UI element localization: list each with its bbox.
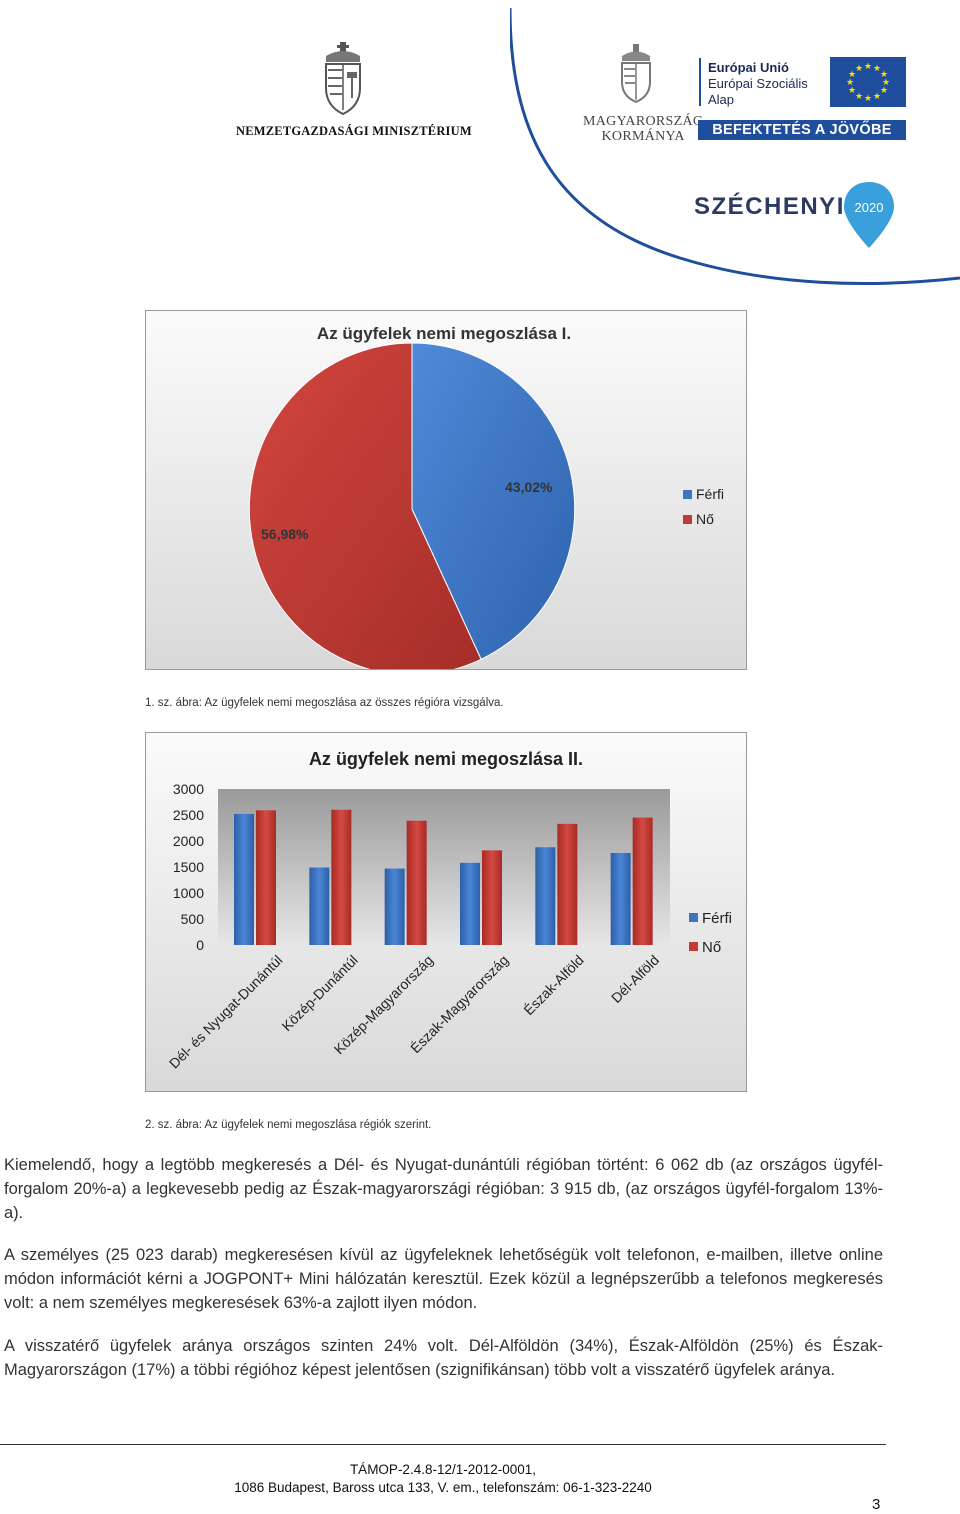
bar-chart-title: Az ügyfelek nemi megoszlása II. (309, 749, 583, 769)
bar-ferfi-1 (309, 867, 330, 945)
pie-chart-panel: Az ügyfelek nemi megoszlása I. 43,02% 56… (145, 310, 747, 676)
legend-swatch-no (689, 942, 698, 951)
svg-text:★: ★ (882, 78, 890, 88)
x-category-label: Dél- és Nyugat-Dunántúl (166, 952, 286, 1072)
legend-label-no: Nő (702, 939, 721, 956)
pie-slice-ferfi (411, 342, 576, 660)
footer-divider (0, 1444, 886, 1445)
svg-text:★: ★ (855, 64, 863, 74)
y-tick-label: 2500 (173, 807, 204, 823)
bar-ferfi-3 (460, 862, 480, 945)
svg-text:★: ★ (848, 86, 856, 96)
paragraph-3: A visszatérő ügyfelek aránya országos sz… (4, 1337, 883, 1379)
ministry-name: NEMZETGAZDASÁGI MINISZTÉRIUM (236, 124, 472, 138)
figure-2-caption: 2. sz. ábra: Az ügyfelek nemi megoszlása… (145, 1119, 432, 1131)
eu-divider (699, 58, 701, 106)
x-category-label: Közép-Dunántúl (278, 952, 360, 1034)
bar-no-4 (557, 823, 578, 945)
y-tick-label: 1000 (173, 885, 204, 901)
government-coat-of-arms-icon (621, 44, 651, 104)
pie-data-label-ferfi: 43,02% (505, 479, 553, 495)
eu-line-3: Alap (708, 92, 735, 107)
y-tick-label: 1500 (173, 859, 204, 875)
szechenyi-logo-text: SZÉCHENYI (694, 193, 845, 220)
legend-swatch-no (683, 515, 692, 524)
government-line-1: Magyarország (583, 114, 704, 129)
legend-label-no: Nő (696, 511, 714, 527)
svg-text:★: ★ (880, 86, 888, 96)
legend-swatch-ferfi (689, 913, 698, 922)
pie-chart-title: Az ügyfelek nemi megoszlása I. (317, 324, 571, 343)
bar-no-0 (256, 810, 276, 945)
hungarian-coat-of-arms-icon (325, 42, 361, 116)
bar-chart: Az ügyfelek nemi megoszlása II. 0 500 1000… (166, 749, 732, 1072)
footer-address: 1086 Budapest, Baross utca 133, V. em., … (234, 1480, 652, 1495)
szechenyi-year: 2020 (855, 200, 884, 215)
bar-no-3 (482, 850, 502, 945)
bar-ferfi-0 (234, 813, 254, 945)
footer-project-id: TÁMOP-2.4.8-12/1-2012-0001, (349, 1462, 537, 1477)
eu-flag-icon: ★ ★★ ★★★ ★★★ ★★★ (830, 57, 906, 107)
svg-text:★: ★ (873, 64, 881, 74)
plot-area (218, 789, 670, 945)
y-tick-label: 0 (196, 937, 204, 953)
y-tick-label: 2000 (173, 833, 204, 849)
decorative-blue-curve (508, 7, 960, 298)
eu-line-1: Európai Unió (708, 60, 789, 75)
bar-ferfi-4 (535, 847, 556, 945)
szechenyi-pin-icon: 2020 (844, 182, 894, 248)
x-category-label: Észak-Alföld (520, 952, 586, 1018)
page-number: 3 (872, 1496, 881, 1513)
paragraph-2: A személyes (25 023 darab) megkeresésen … (4, 1246, 883, 1312)
eu-logo-text: Európai Unió Európai Szociális Alap (708, 60, 808, 108)
pie-chart: Az ügyfelek nemi megoszlása I. 43,02% 56… (248, 324, 724, 676)
legend-label-ferfi: Férfi (702, 910, 732, 927)
bar-no-2 (406, 820, 427, 945)
svg-text:★: ★ (846, 78, 854, 88)
svg-text:★: ★ (848, 70, 856, 80)
legend-swatch-ferfi (683, 490, 692, 499)
government-logo-text: Magyarország Kormánya (583, 114, 703, 144)
figure-1-caption: 1. sz. ábra: Az ügyfelek nemi megoszlása… (145, 697, 504, 709)
paragraph-1: Kiemelendő, hogy a legtöbb megkeresés a … (4, 1156, 883, 1222)
bar-no-1 (331, 809, 352, 945)
svg-text:★: ★ (873, 92, 881, 102)
svg-text:★: ★ (855, 92, 863, 102)
eu-line-2: Európai Szociális (708, 76, 808, 91)
y-tick-label: 500 (181, 911, 205, 927)
bar-chart-panel: Az ügyfelek nemi megoszlása II. 0 500 1000… (145, 732, 747, 1092)
y-tick-label: 3000 (173, 781, 204, 797)
invest-banner: BEFEKTETÉS A JÖVŐBE (698, 120, 906, 140)
pie-data-label-no: 56,98% (261, 526, 309, 542)
bar-ferfi-2 (384, 868, 405, 945)
legend-label-ferfi: Férfi (696, 486, 724, 502)
government-line-2: Kormánya (601, 129, 685, 144)
svg-text:★: ★ (864, 62, 872, 72)
bar-no-5 (632, 817, 653, 945)
svg-text:★: ★ (864, 94, 872, 104)
svg-text:★: ★ (880, 70, 888, 80)
bar-ferfi-5 (610, 852, 631, 945)
x-category-label: Dél-Alföld (608, 952, 662, 1006)
